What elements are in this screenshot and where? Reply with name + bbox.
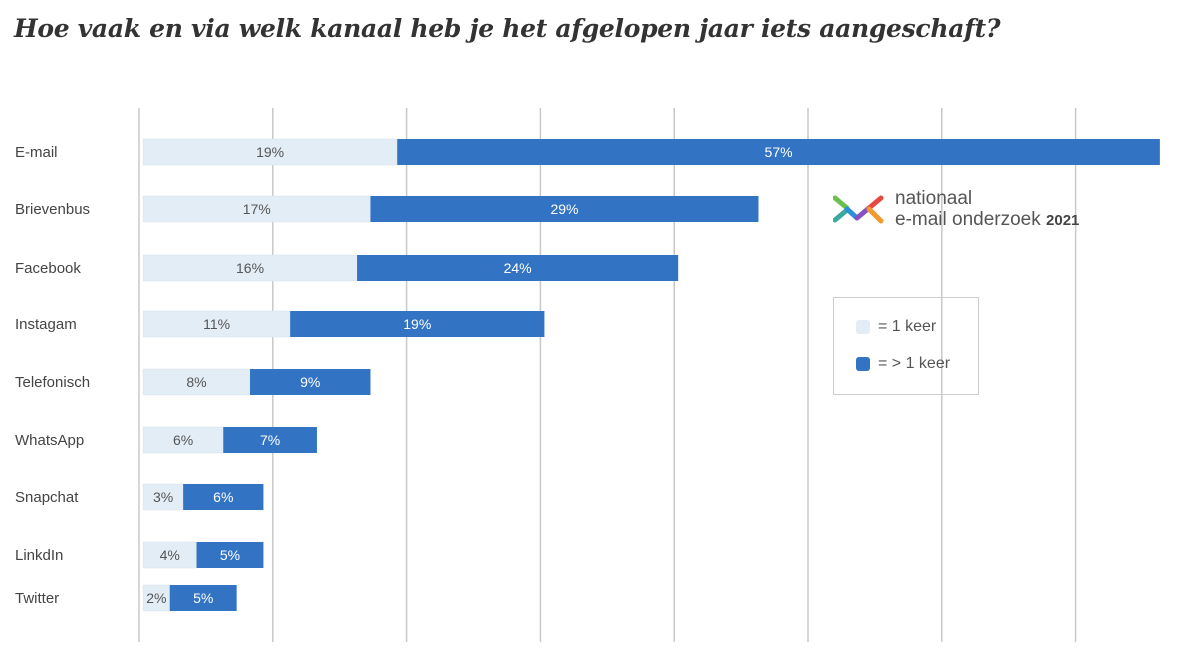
- bar-segment: [169, 585, 237, 611]
- bar-segment: [357, 255, 679, 281]
- bar-segment: [397, 139, 1160, 165]
- legend: = 1 keer = > 1 keer: [833, 297, 979, 395]
- logo-line2: e-mail onderzoek: [895, 209, 1041, 230]
- bar-segment: [142, 368, 251, 396]
- category-label: LinkdIn: [15, 547, 63, 564]
- data-label: 24%: [504, 260, 532, 276]
- chart-title: Hoe vaak en via welk kanaal heb je het a…: [14, 14, 1001, 43]
- bar-segment: [142, 138, 398, 166]
- legend-label: = 1 keer: [878, 318, 937, 335]
- logo-text: nationaal e-mail onderzoek 2021: [895, 188, 1079, 231]
- bar-segment: [223, 427, 317, 453]
- category-label: Instagam: [15, 316, 77, 333]
- category-label: Snapchat: [15, 489, 79, 506]
- data-label: 57%: [765, 144, 793, 160]
- data-label: 6%: [213, 489, 233, 505]
- legend-swatch-dark: [856, 357, 870, 371]
- data-label: 16%: [236, 260, 264, 276]
- legend-label: = > 1 keer: [878, 355, 951, 372]
- bar-segment: [250, 369, 371, 395]
- legend-item-once: = 1 keer: [856, 318, 936, 336]
- bar-segment: [183, 484, 264, 510]
- data-label: 3%: [153, 489, 173, 505]
- data-label: 29%: [550, 201, 578, 217]
- logo-year: 2021: [1046, 212, 1080, 229]
- logo-line1: nationaal: [895, 188, 973, 209]
- data-label: 8%: [186, 374, 206, 390]
- bar-segment: [142, 254, 358, 282]
- data-label: 6%: [173, 432, 193, 448]
- bar-segment: [142, 426, 224, 454]
- category-label: E-mail: [15, 144, 58, 161]
- category-label: Telefonisch: [15, 374, 90, 391]
- bar-segment: [142, 584, 171, 612]
- data-label: 19%: [403, 316, 431, 332]
- category-label: Twitter: [15, 590, 59, 607]
- bar-segment: [290, 311, 545, 337]
- logo-icon: [832, 188, 885, 233]
- data-label: 19%: [256, 144, 284, 160]
- bar-segment: [196, 542, 264, 568]
- data-label: 4%: [160, 547, 180, 563]
- category-label: WhatsApp: [15, 432, 84, 449]
- category-label: Brievenbus: [15, 201, 90, 218]
- data-label: 11%: [203, 316, 230, 332]
- data-label: 5%: [220, 547, 240, 563]
- bar-segment: [142, 541, 197, 569]
- bar-segment: [142, 483, 184, 511]
- data-label: 9%: [300, 374, 320, 390]
- category-label: Facebook: [15, 260, 81, 277]
- data-label: 7%: [260, 432, 280, 448]
- data-label: 2%: [146, 590, 166, 606]
- legend-item-more: = > 1 keer: [856, 355, 950, 373]
- legend-swatch-light: [856, 320, 870, 334]
- data-label: 17%: [243, 201, 271, 217]
- data-label: 5%: [193, 590, 213, 606]
- bar-segment: [370, 196, 759, 222]
